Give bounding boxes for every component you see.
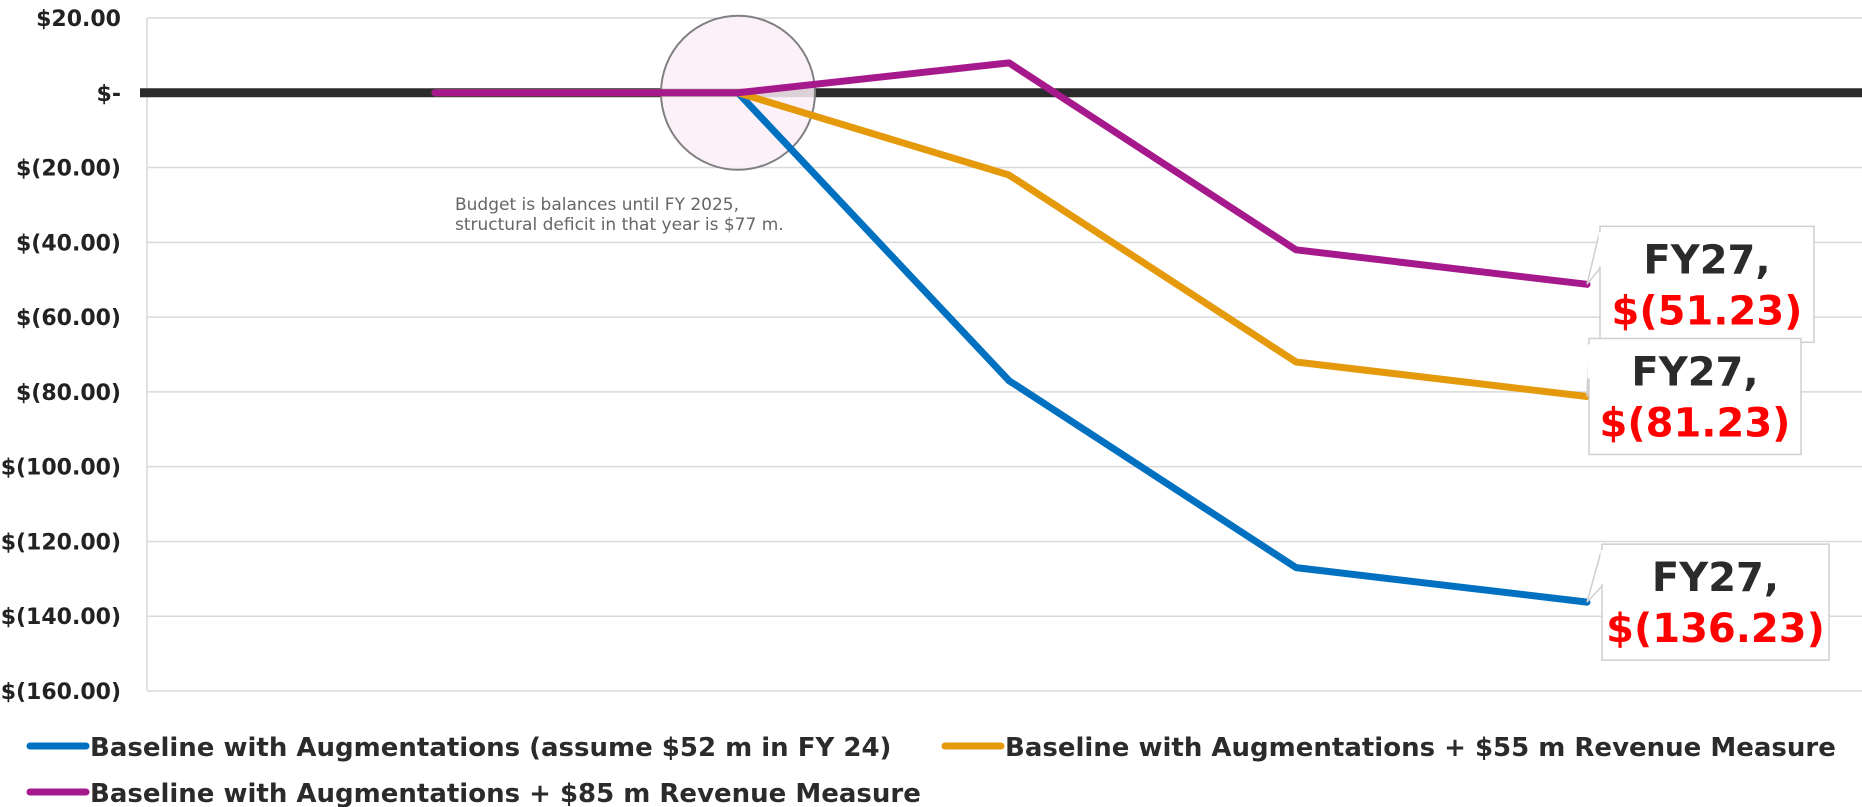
y-axis-tick-labels: $20.00 $- $(20.00) $(40.00) $(60.00) $(80.00)…: [1, 7, 121, 705]
callout-pointer: [1586, 230, 1601, 285]
series-line-2: [431, 89, 1591, 400]
callout-3: FY27, $(136.23): [1586, 543, 1830, 661]
callout-year: FY27,: [1631, 349, 1758, 395]
y-tick-label: $(140.00): [1, 605, 121, 630]
legend: Baseline with Augmentations (assume $52 …: [26, 733, 1836, 807]
y-tick-label: $(120.00): [1, 530, 121, 555]
callout-value: $(51.23): [1612, 288, 1803, 334]
callout-value: $(81.23): [1600, 400, 1791, 446]
callout-value: $(136.23): [1606, 606, 1825, 652]
series-lines: [431, 59, 1591, 606]
callouts: FY27, $(51.23) FY27, $(81.23) FY27, $(136.23): [1586, 225, 1830, 661]
y-tick-label: $(100.00): [1, 456, 121, 481]
callout-year: FY27,: [1643, 237, 1770, 283]
callout-1: FY27, $(51.23): [1586, 225, 1815, 344]
callout-box: [1599, 225, 1815, 344]
callout-pointer: [1586, 547, 1603, 603]
series-line-1: [431, 89, 1591, 606]
legend-label-1: Baseline with Augmentations (assume $52 …: [90, 733, 891, 763]
callout-2: FY27, $(81.23): [1586, 337, 1802, 456]
y-tick-label: $20.00: [36, 7, 121, 32]
annotation-line-1: Budget is balances until FY 2025,: [455, 195, 739, 215]
y-tick-label: $(20.00): [16, 157, 121, 182]
y-tick-label: $(40.00): [16, 231, 121, 256]
gridlines: [147, 17, 1862, 692]
y-tick-label: $(60.00): [16, 306, 121, 331]
callout-box: [1601, 543, 1830, 661]
legend-label-3: Baseline with Augmentations + $85 m Reve…: [90, 779, 921, 807]
callout-year: FY27,: [1652, 555, 1779, 601]
annotation-line-2: structural deficit in that year is $77 m…: [455, 215, 784, 235]
y-tick-label: $(160.00): [1, 680, 121, 705]
series-line-3: [431, 59, 1591, 288]
callout-box: [1588, 337, 1802, 456]
annotation: Budget is balances until FY 2025, struct…: [455, 195, 784, 235]
y-tick-label: $(80.00): [16, 381, 121, 406]
y-tick-label: $-: [97, 82, 121, 107]
legend-label-2: Baseline with Augmentations + $55 m Reve…: [1005, 733, 1836, 763]
